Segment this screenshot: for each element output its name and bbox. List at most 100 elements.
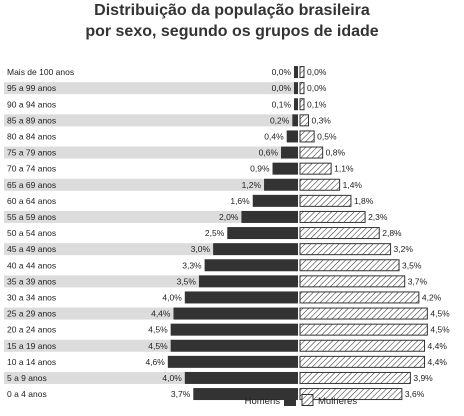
value-label-homens: 3,7% <box>171 389 191 399</box>
bar-mulheres <box>299 307 428 320</box>
bar-homens <box>173 307 298 320</box>
bar-mulheres <box>299 114 309 127</box>
bar-mulheres <box>299 66 305 79</box>
bar-homens <box>193 388 298 401</box>
bar-homens <box>213 243 298 256</box>
age-group-label: 30 a 34 anos <box>7 292 56 302</box>
bar-mulheres <box>299 210 366 223</box>
bar-homens <box>227 227 298 240</box>
row-stripe <box>4 275 199 288</box>
legend-swatch-mulheres <box>301 394 314 406</box>
value-label-homens: 2,5% <box>205 228 225 238</box>
age-group-label: 50 a 54 anos <box>7 228 56 238</box>
bar-mulheres <box>299 194 352 207</box>
bar-homens <box>286 130 298 143</box>
bar-homens <box>198 275 298 288</box>
chart-title-line-2: por sexo, segundo os grupos de idade <box>85 23 379 40</box>
bar-mulheres <box>299 388 403 401</box>
age-group-label: 95 a 99 anos <box>7 83 56 93</box>
value-label-homens: 0,1% <box>272 99 292 109</box>
value-label-mulheres: 1,1% <box>334 164 354 174</box>
bar-mulheres <box>299 82 305 95</box>
age-group-label: 40 a 44 anos <box>7 260 56 270</box>
value-label-mulheres: 4,5% <box>430 325 450 335</box>
age-group-label: 60 a 64 anos <box>7 196 56 206</box>
value-label-homens: 0,2% <box>270 115 290 125</box>
age-group-label: 25 a 29 anos <box>7 309 56 319</box>
value-label-homens: 4,0% <box>162 373 182 383</box>
bar-mulheres <box>299 323 428 336</box>
age-group-label: 10 a 14 anos <box>7 357 56 367</box>
age-group-label: 35 a 39 anos <box>7 276 56 286</box>
value-label-homens: 4,4% <box>151 309 171 319</box>
age-group-label: 45 a 49 anos <box>7 244 56 254</box>
bar-homens <box>204 259 298 272</box>
value-label-homens: 0,0% <box>272 83 292 93</box>
row-stripe <box>4 146 282 159</box>
value-label-mulheres: 3,6% <box>405 389 425 399</box>
value-label-homens: 3,5% <box>177 276 197 286</box>
value-label-mulheres: 4,5% <box>430 309 450 319</box>
row-stripe <box>4 82 294 95</box>
value-label-mulheres: 2,3% <box>368 212 388 222</box>
age-group-label: 15 a 19 anos <box>7 341 56 351</box>
bar-homens <box>294 98 298 111</box>
row-stripe <box>4 243 214 256</box>
value-label-mulheres: 4,4% <box>428 341 448 351</box>
legend-label-homens: Homens <box>245 396 281 407</box>
bar-mulheres <box>299 227 380 240</box>
value-label-homens: 4,0% <box>162 292 182 302</box>
value-label-homens: 4,5% <box>148 341 168 351</box>
bar-homens <box>272 162 298 175</box>
bar-mulheres <box>299 178 341 191</box>
value-label-mulheres: 3,2% <box>394 244 414 254</box>
value-label-mulheres: 1,8% <box>354 196 374 206</box>
bar-homens <box>252 194 298 207</box>
value-label-homens: 4,6% <box>145 357 165 367</box>
bar-mulheres <box>299 146 324 159</box>
value-label-homens: 2,0% <box>219 212 239 222</box>
value-label-homens: 1,2% <box>242 180 262 190</box>
value-label-homens: 1,6% <box>230 196 250 206</box>
row-stripe <box>4 339 171 352</box>
bar-homens <box>167 355 298 368</box>
row-stripes <box>4 82 294 384</box>
value-label-mulheres: 4,4% <box>428 357 448 367</box>
row-stripe <box>4 210 242 223</box>
value-label-homens: 0,9% <box>250 164 270 174</box>
value-label-mulheres: 0,3% <box>311 115 331 125</box>
chart-title-line-1: Distribuição da população brasileira <box>94 2 370 19</box>
age-group-label: 55 a 59 anos <box>7 212 56 222</box>
bars <box>167 66 428 401</box>
age-group-label: 5 a 9 anos <box>7 373 47 383</box>
bar-homens <box>170 323 298 336</box>
legend-label-mulheres: Mulheres <box>318 396 357 407</box>
age-group-label: 75 a 79 anos <box>7 148 56 158</box>
value-label-homens: 0,0% <box>272 67 292 77</box>
bar-mulheres <box>299 371 411 384</box>
age-group-label: Mais de 100 anos <box>7 67 74 77</box>
row-stripe <box>4 371 185 384</box>
value-label-mulheres: 1,4% <box>343 180 363 190</box>
value-label-mulheres: 4,2% <box>422 292 442 302</box>
bar-mulheres <box>299 339 426 352</box>
row-stripe <box>4 114 293 127</box>
bar-homens <box>184 371 298 384</box>
row-stripe <box>4 178 265 191</box>
bar-mulheres <box>299 98 305 111</box>
value-label-mulheres: 3,9% <box>413 373 433 383</box>
age-group-label: 70 a 74 anos <box>7 164 56 174</box>
age-group-label: 85 a 89 anos <box>7 115 56 125</box>
legend-swatch-homens <box>284 394 296 406</box>
bar-mulheres <box>299 291 420 304</box>
bar-mulheres <box>299 355 426 368</box>
value-label-mulheres: 0,0% <box>307 83 327 93</box>
bar-mulheres <box>299 130 315 143</box>
bar-homens <box>184 291 298 304</box>
value-label-homens: 4,5% <box>148 325 168 335</box>
bar-homens <box>294 66 298 79</box>
value-label-homens: 0,4% <box>264 131 284 141</box>
bar-homens <box>241 210 298 223</box>
